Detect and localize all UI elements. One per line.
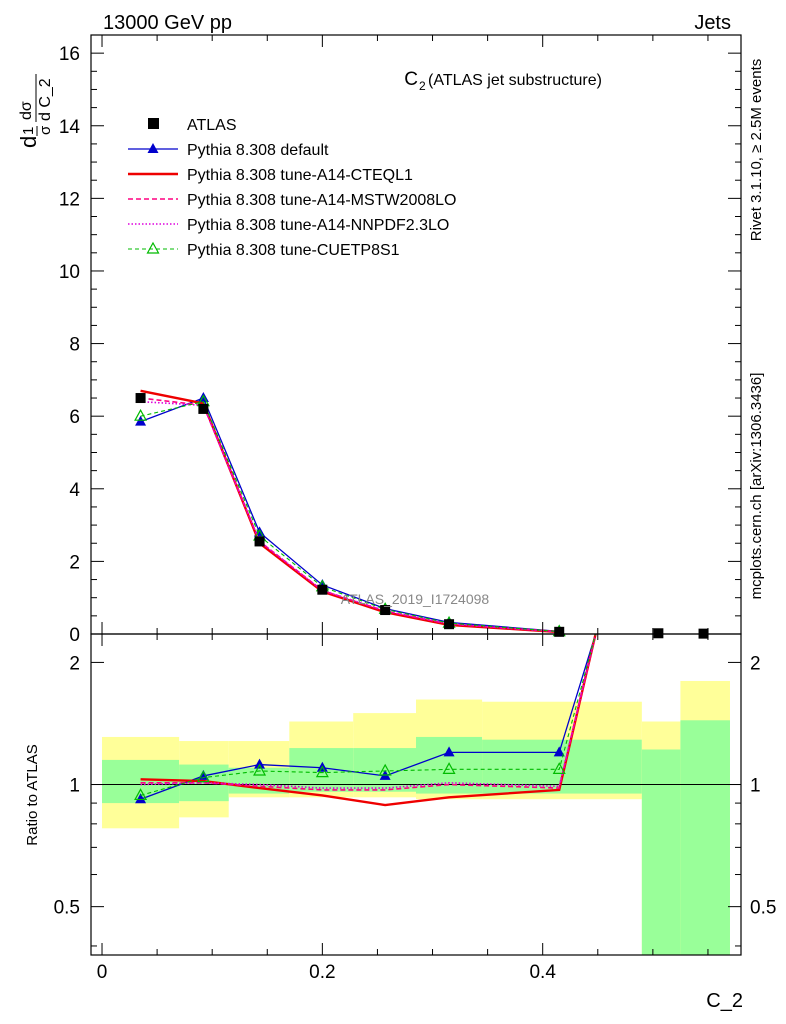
data-point — [554, 626, 565, 637]
ratio-band-green — [641, 749, 681, 955]
y-tick-label-main: 0 — [69, 625, 80, 646]
legend-label: Pythia 8.308 tune-A14-MSTW2008LO — [187, 192, 456, 209]
y-axis-label-main: d 1 σ dσ d C_2 — [16, 74, 54, 148]
y-tick-label-ratio-right: 2 — [750, 653, 761, 674]
data-point — [380, 605, 391, 616]
analysis-watermark: ATLAS_2019_I1724098 — [341, 591, 490, 607]
series-marker-main — [134, 408, 148, 421]
ylabel-prefix: d — [16, 136, 41, 148]
ylabel-frac-den: σ — [37, 125, 54, 135]
chart-title: C — [404, 69, 418, 90]
legend-marker-data — [148, 118, 159, 129]
ratio-uncertainty-bands — [102, 680, 730, 955]
ylabel-d-num: dσ — [18, 101, 35, 120]
main-series-group — [134, 389, 709, 639]
x-tick-label: 0.2 — [309, 962, 335, 983]
ratio-frame — [90, 633, 742, 956]
series-marker-ratio — [196, 770, 210, 783]
header-right: Jets — [694, 12, 731, 34]
ylabel-d-den: d C_2 — [37, 78, 54, 121]
ylabel-frac-num: 1 — [20, 127, 37, 135]
chart-title-subscript: 2 — [419, 79, 426, 93]
series-marker-ratio — [253, 763, 267, 776]
x-axis-label: C_2 — [706, 990, 743, 1012]
series-marker-ratio — [378, 763, 392, 776]
y-tick-label-main: 8 — [69, 335, 80, 356]
x-tick-label: 0.4 — [529, 962, 556, 983]
series-marker-ratio — [254, 758, 266, 769]
series-marker-ratio — [552, 762, 566, 774]
series-marker-ratio — [553, 746, 565, 757]
y-tick-label-ratio: 2 — [69, 653, 80, 674]
ratio-series-group — [91, 633, 741, 807]
data-point — [653, 628, 664, 639]
data-point — [254, 536, 265, 547]
y-tick-label-main: 4 — [69, 480, 80, 501]
rivet-info: Rivet 3.1.10, ≥ 2.5M events — [748, 59, 765, 242]
y-tick-label-ratio: 1 — [69, 776, 80, 797]
y-tick-label-main: 16 — [59, 44, 80, 65]
y-tick-label-main: 12 — [59, 189, 80, 210]
legend-label: Pythia 8.308 default — [187, 142, 329, 159]
y-tick-label-main: 2 — [69, 552, 80, 573]
y-axis-label-ratio: Ratio to ATLAS — [24, 744, 41, 845]
series-marker-ratio — [442, 762, 456, 774]
series-marker-ratio — [443, 746, 455, 757]
data-point — [317, 584, 328, 595]
legend-label-data: ATLAS — [187, 117, 237, 134]
legend: ATLAS Pythia 8.308 default Pythia 8.308 tu… — [128, 117, 456, 259]
y-tick-label-ratio-right: 1 — [750, 776, 761, 797]
legend-marker — [146, 241, 160, 254]
chart-title-rest: (ATLAS jet substructure) — [428, 72, 602, 89]
y-tick-label-main: 10 — [59, 262, 80, 283]
y-tick-label-ratio-right: 0.5 — [750, 898, 776, 919]
data-point — [444, 619, 455, 630]
ratio-band-green — [680, 720, 730, 955]
data-point — [135, 393, 146, 404]
header-left: 13000 GeV pp — [103, 12, 232, 34]
series-marker-ratio — [135, 793, 147, 804]
series-marker-ratio — [315, 765, 329, 778]
y-tick-label-main: 6 — [69, 407, 80, 428]
data-point — [198, 403, 209, 414]
legend-marker — [147, 143, 159, 153]
x-tick-label: 0 — [97, 962, 108, 983]
series-line-ratio — [140, 633, 597, 791]
y-tick-label-main: 14 — [59, 117, 81, 138]
series-line-ratio — [140, 633, 597, 807]
series-marker-ratio — [134, 788, 148, 801]
mcplots-info: mcplots.cern.ch [arXiv:1306.3436] — [748, 373, 765, 600]
legend-label: Pythia 8.308 tune-CUETP8S1 — [187, 242, 400, 259]
y-tick-label-ratio: 0.5 — [54, 898, 80, 919]
legend-label: Pythia 8.308 tune-A14-CTEQL1 — [187, 167, 413, 184]
series-line-ratio — [140, 633, 597, 800]
ratio-band-green — [482, 739, 642, 794]
series-marker-main — [197, 392, 209, 403]
legend-label: Pythia 8.308 tune-A14-NNPDF2.3LO — [187, 217, 449, 234]
